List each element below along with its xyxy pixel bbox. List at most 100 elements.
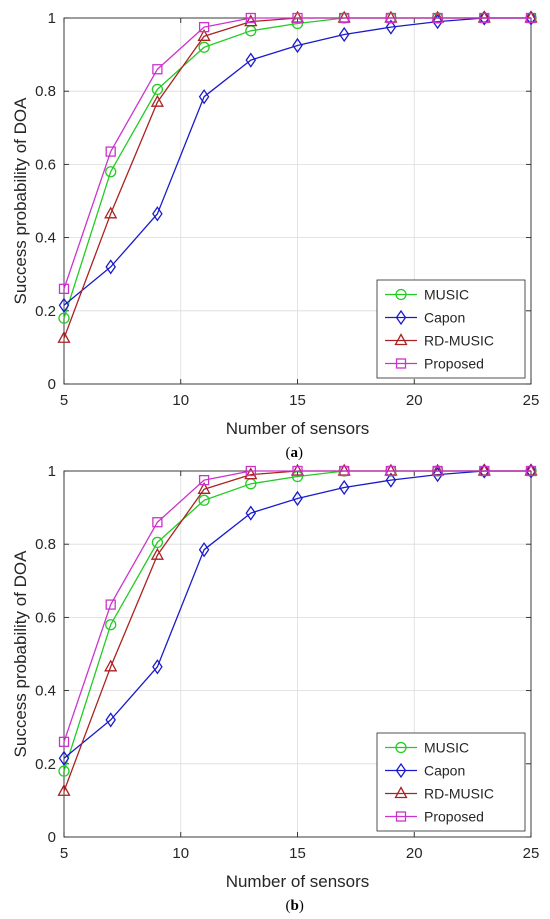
x-tick-label: 5 [60, 392, 68, 409]
figure-caption: (a) [286, 445, 304, 461]
series-capon [58, 10, 537, 313]
data-point-music [151, 536, 164, 549]
data-point-capon [385, 472, 397, 488]
y-tick-label: 1 [48, 10, 56, 27]
data-point-capon [525, 463, 537, 479]
data-point-proposed [292, 465, 303, 477]
data-point-proposed [152, 517, 163, 528]
x-tick-label: 15 [289, 392, 306, 409]
y-tick-label: 0.6 [35, 609, 56, 626]
legend-marker [394, 786, 408, 799]
data-point-proposed [525, 12, 537, 24]
data-point-proposed [385, 12, 397, 24]
data-point-proposed [58, 283, 70, 294]
data-point-rd-music [197, 28, 211, 41]
legend-label: RD-MUSIC [424, 333, 494, 349]
data-point-proposed [58, 736, 70, 747]
y-tick-label: 0.2 [35, 756, 56, 773]
data-point-proposed [432, 12, 443, 24]
data-point-proposed [385, 465, 397, 477]
x-tick-label: 25 [523, 845, 540, 862]
series-line-proposed [63, 17, 531, 290]
data-point-music [198, 41, 210, 53]
data-point-proposed [152, 64, 163, 75]
data-point-music [58, 312, 70, 324]
x-tick-label: 10 [172, 845, 189, 862]
y-tick-label: 0 [48, 829, 56, 846]
data-point-capon [292, 490, 303, 507]
caption-close: ) [299, 898, 304, 914]
data-point-proposed [245, 12, 256, 24]
data-point-rd-music [150, 94, 164, 107]
caption-open: ( [286, 898, 291, 914]
data-point-capon [292, 37, 303, 54]
x-tick-label: 5 [60, 845, 68, 862]
legend-marker [395, 762, 407, 779]
y-tick-label: 0.8 [35, 536, 56, 553]
data-point-rd-music [150, 547, 164, 560]
data-point-capon [432, 467, 443, 483]
x-axis-label: Number of sensors [226, 419, 370, 438]
data-point-capon [198, 89, 210, 105]
chart-panel-b: 5 10 15 20 25 0 0.2 0.4 0.6 0.8 1 Number of sensors… [11, 463, 539, 914]
y-axis-label: Success probability of DOA [11, 97, 30, 305]
data-point-capon [479, 10, 490, 26]
legend-marker [395, 741, 407, 754]
y-tick-label: 0.6 [35, 156, 56, 173]
series-line-proposed [63, 470, 531, 743]
y-axis-label: Success probability of DOA [11, 550, 30, 758]
legend: MUSIC Capon RD-MUSIC Proposed [376, 732, 526, 832]
legend-marker [395, 309, 407, 326]
legend-label: MUSIC [424, 740, 469, 756]
y-tick-label: 0.2 [35, 303, 56, 320]
data-point-capon [245, 505, 257, 521]
y-tick-label: 1 [48, 463, 56, 480]
x-tick-label: 10 [172, 392, 189, 409]
data-point-capon [479, 463, 490, 479]
data-point-rd-music [104, 206, 118, 219]
data-point-music [105, 619, 117, 631]
data-point-proposed [479, 12, 490, 24]
data-point-music [151, 83, 164, 96]
data-point-proposed [292, 12, 303, 24]
data-point-proposed [198, 474, 210, 486]
x-tick-label: 20 [406, 392, 423, 409]
legend-label: Proposed [424, 356, 484, 372]
data-point-rd-music [244, 14, 258, 27]
data-point-music [105, 166, 117, 178]
data-point-rd-music [197, 481, 211, 494]
legend-label: Capon [424, 763, 465, 779]
series-line-capon [63, 17, 531, 306]
legend-marker [395, 811, 407, 822]
data-point-capon [152, 206, 163, 222]
data-point-rd-music [57, 783, 71, 796]
legend-marker [394, 333, 408, 346]
x-axis-label: Number of sensors [226, 872, 370, 891]
caption-letter: a [291, 445, 299, 461]
data-point-capon [432, 14, 443, 30]
data-point-capon [245, 52, 257, 68]
y-tick-label: 0.8 [35, 83, 56, 100]
data-point-capon [152, 659, 163, 675]
data-point-proposed [105, 146, 116, 157]
x-tick-label: 15 [289, 845, 306, 862]
figure-caption: (b) [286, 898, 304, 914]
series-proposed [58, 12, 537, 294]
data-point-proposed [245, 465, 256, 477]
data-point-proposed [339, 12, 350, 24]
series-proposed [58, 465, 537, 747]
caption-close: ) [298, 445, 303, 461]
data-point-capon [198, 542, 210, 558]
y-tick-label: 0 [48, 376, 56, 393]
legend: MUSIC Capon RD-MUSIC Proposed [376, 279, 526, 379]
x-tick-label: 20 [406, 845, 423, 862]
series-line-capon [63, 470, 531, 759]
series-capon [58, 463, 537, 766]
legend-marker [395, 358, 407, 369]
legend-marker [395, 288, 407, 301]
legend-box [376, 279, 526, 379]
legend-box [376, 732, 526, 832]
data-point-music [198, 494, 210, 506]
data-point-music [58, 765, 70, 777]
